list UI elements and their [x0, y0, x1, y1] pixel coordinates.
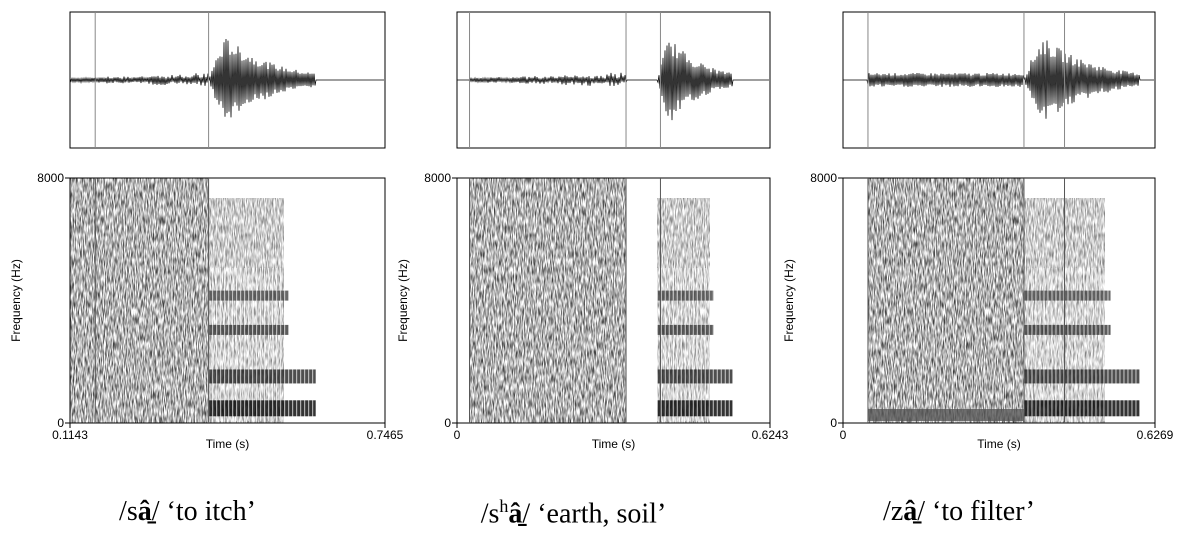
waveform-frame: [842, 11, 1156, 149]
formant-band: [1023, 369, 1140, 384]
fricative-noise: [70, 178, 209, 423]
caption-vowel: â̱: [903, 496, 918, 527]
x-axis-label: Time (s): [592, 437, 636, 451]
fricative-noise: [867, 178, 1024, 423]
x-tick-label: 0: [454, 428, 461, 442]
x-tick-label: 0.6243: [752, 428, 789, 442]
y-tick-label: 0: [57, 416, 64, 430]
caption-vowel: â̱: [508, 498, 523, 530]
caption: /sâ̱/ ‘to itch’: [8, 496, 368, 528]
waveform: [69, 38, 384, 118]
x-tick-label: 0.1143: [52, 428, 88, 442]
spectrogram: [469, 178, 733, 423]
spectrogram: [70, 178, 316, 423]
caption-post: / ‘to filter’: [917, 496, 1035, 527]
caption-pre: /s: [480, 498, 500, 530]
y-tick-label: 8000: [424, 171, 451, 185]
formant-band: [1023, 400, 1140, 417]
x-axis-label: Time (s): [206, 437, 250, 451]
formant-band: [1023, 290, 1111, 301]
y-tick-label: 8000: [810, 171, 837, 185]
y-axis-label: Frequency (Hz): [782, 259, 796, 342]
x-tick-label: 0.6269: [1137, 428, 1174, 442]
spectrogram: [867, 178, 1140, 423]
y-tick-label: 0: [830, 416, 837, 430]
caption-post: / ‘earth, soil’: [522, 498, 667, 530]
caption: /shâ̱/ ‘earth, soil’: [394, 496, 754, 530]
x-tick-label: 0.7465: [367, 428, 404, 442]
caption-pre: /z: [883, 496, 904, 527]
fricative-noise: [469, 178, 627, 423]
caption-sup: h: [499, 496, 509, 516]
formant-band: [1023, 324, 1111, 335]
voicing-bar: [867, 409, 1024, 421]
x-axis-label: Time (s): [977, 437, 1021, 451]
caption: /zâ̱/ ‘to filter’: [779, 496, 1139, 528]
y-axis-label: Frequency (Hz): [396, 259, 410, 342]
y-tick-label: 0: [444, 416, 451, 430]
y-axis-label: Frequency (Hz): [9, 259, 23, 342]
y-tick-label: 8000: [37, 171, 64, 185]
caption-pre: /s: [119, 496, 138, 527]
caption-post: / ‘to itch’: [151, 496, 256, 527]
waveform: [843, 40, 1154, 119]
x-tick-label: 0: [840, 428, 847, 442]
caption-vowel: â̱: [137, 496, 152, 527]
waveform: [457, 42, 769, 121]
